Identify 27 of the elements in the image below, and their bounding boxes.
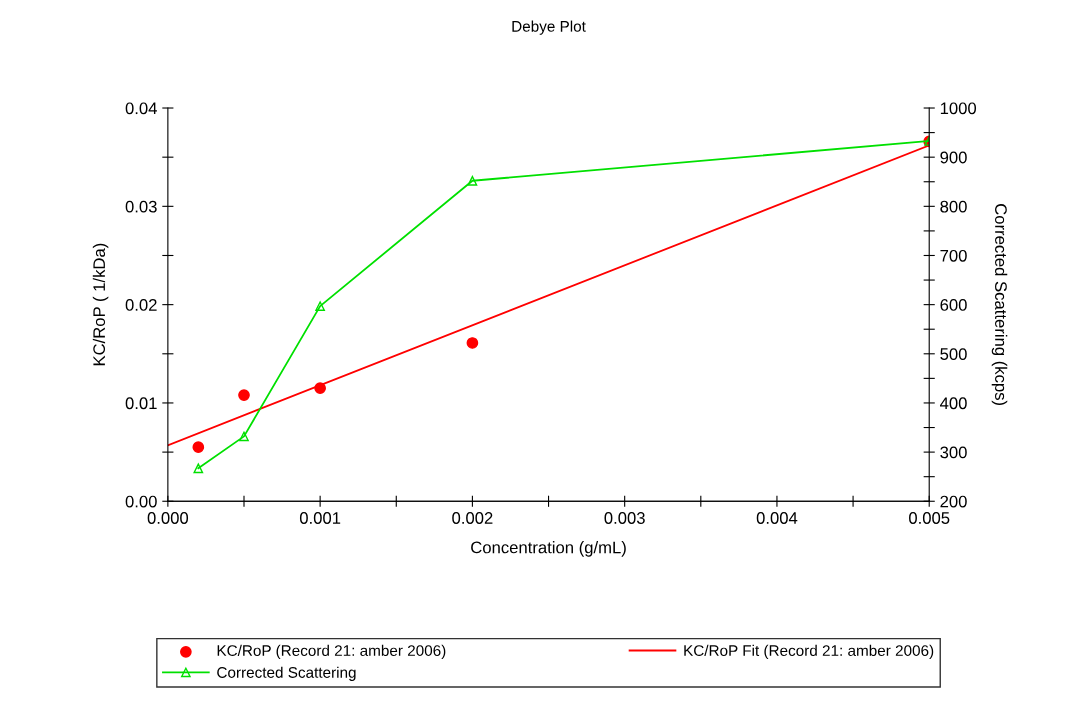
y2-tick-label: 800 — [940, 200, 967, 213]
y-tick-label: 0.00 — [125, 495, 157, 508]
y-tick-label: 0.01 — [125, 397, 157, 410]
x-tick-label: 0.003 — [604, 512, 645, 524]
legend-label: KC/RoP (Record 21: amber 2006) — [217, 644, 446, 660]
x-axis-title: Concentration (g/mL) — [471, 541, 626, 557]
legend-label: Corrected Scattering — [217, 666, 356, 681]
y2-tick-label: 900 — [940, 151, 967, 164]
y2-tick-label: 500 — [940, 348, 967, 360]
x-tick-label: 0.000 — [147, 512, 189, 524]
x-tick-label: 0.001 — [299, 512, 341, 524]
y2-tick-label: 400 — [940, 397, 967, 410]
y2-tick-label: 1000 — [940, 102, 977, 115]
y-tick-label: 0.04 — [125, 102, 157, 115]
y2-axis-title: Corrected Scattering (kcps) — [991, 204, 1008, 406]
y-tick-label: 0.02 — [125, 299, 157, 311]
legend-label: KC/RoP Fit (Record 21: amber 2006) — [684, 644, 934, 660]
x-tick-label: 0.005 — [909, 512, 950, 524]
y2-tick-label: 300 — [940, 446, 967, 459]
y-axis-title: KC/RoP ( 1/kDa) — [92, 243, 109, 366]
y-tick-label: 0.03 — [125, 200, 157, 213]
y2-tick-label: 700 — [940, 249, 967, 262]
x-tick-label: 0.004 — [756, 512, 798, 524]
y2-tick-label: 200 — [940, 495, 967, 508]
y2-tick-label: 600 — [940, 299, 967, 311]
x-tick-label: 0.002 — [452, 512, 493, 524]
chart-title: Debye Plot — [512, 20, 586, 35]
